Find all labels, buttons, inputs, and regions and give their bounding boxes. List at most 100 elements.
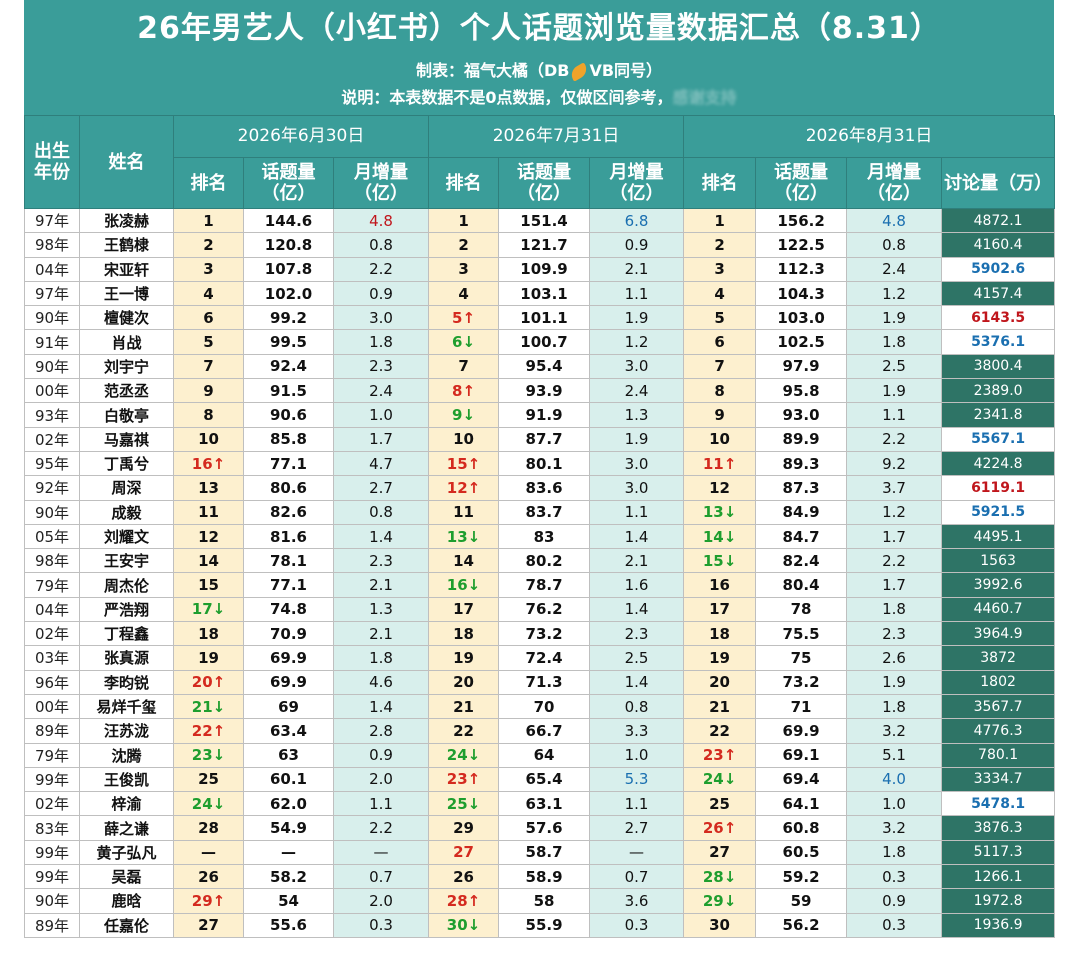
- topic-cell: 109.9: [498, 256, 591, 282]
- birth-year-cell: 02年: [24, 426, 80, 452]
- topic-cell: 55.6: [243, 912, 334, 938]
- topic-cell: 77.1: [243, 572, 334, 598]
- rank-cell: 16↓: [428, 572, 500, 598]
- rank-cell: 8↑: [428, 378, 500, 404]
- topic-cell: 58.9: [498, 864, 591, 890]
- rank-cell: 2: [173, 232, 244, 258]
- rank-cell: 14: [428, 548, 500, 574]
- increase-cell: 1.8: [846, 596, 943, 623]
- topic-cell: 78.1: [243, 548, 334, 574]
- topic-cell: 55.9: [498, 912, 591, 938]
- rank-cell: 28: [173, 815, 244, 841]
- rank-cell: 9: [683, 402, 757, 428]
- topic-cell: 69.9: [243, 645, 334, 671]
- rank-cell: 6↓: [428, 329, 500, 355]
- increase-cell: 0.7: [332, 864, 430, 890]
- increase-cell: 1.3: [589, 402, 685, 428]
- increase-cell: 1.9: [589, 305, 685, 331]
- birth-year-cell: 98年: [24, 548, 80, 574]
- topic-cell: 121.7: [498, 232, 591, 258]
- topic-cell: 91.5: [243, 378, 334, 404]
- increase-cell: 2.2: [846, 548, 943, 574]
- discussion-cell: 4460.7: [941, 596, 1056, 623]
- birth-year-cell: 89年: [24, 912, 80, 938]
- rank-cell: 24↓: [683, 766, 757, 793]
- name-cell: 王俊凯: [79, 766, 174, 793]
- rank-cell: 6: [683, 329, 757, 355]
- increase-cell: —: [589, 839, 685, 866]
- topic-cell: 71.3: [498, 669, 591, 695]
- topic-cell: 80.4: [755, 572, 848, 598]
- increase-cell: 3.3: [589, 718, 685, 744]
- table-row: 89年 汪苏泷 22↑ 63.4 2.8 22 66.7 3.3 22 69.9 3.2 4776.3: [24, 718, 1056, 744]
- increase-cell: 2.1: [332, 621, 430, 647]
- rank-cell: 26: [428, 864, 500, 890]
- topic-cell: 66.7: [498, 718, 591, 744]
- rank-cell: 3: [683, 256, 757, 282]
- discussion-cell: 1802: [941, 669, 1056, 695]
- name-cell: 梓渝: [79, 791, 174, 817]
- table-row: 03年 张真源 19 69.9 1.8 19 72.4 2.5 19 75 2.6 3872: [24, 645, 1056, 671]
- table-row: 98年 王鹤棣 2 120.8 0.8 2 121.7 0.9 2 122.5 0.8 4160.4: [24, 232, 1056, 258]
- topic-cell: 112.3: [755, 256, 848, 282]
- increase-cell: 1.7: [846, 523, 943, 550]
- increase-cell: 3.0: [589, 450, 685, 477]
- rank-cell: 22: [428, 718, 500, 744]
- discussion-cell: 3567.7: [941, 693, 1056, 720]
- rank-cell: 18: [683, 621, 757, 647]
- topic-cell: 69.9: [243, 669, 334, 695]
- topic-header: 话题量（亿）: [498, 157, 591, 209]
- name-cell: 丁程鑫: [79, 621, 174, 647]
- topic-cell: 54.9: [243, 815, 334, 841]
- topic-cell: 56.2: [755, 912, 848, 938]
- rank-cell: 6: [173, 305, 244, 331]
- rank-cell: 3: [173, 256, 244, 282]
- increase-cell: 0.8: [332, 499, 430, 525]
- increase-cell: 2.4: [589, 378, 685, 404]
- rank-cell: 21: [683, 693, 757, 720]
- rank-cell: 30: [683, 912, 757, 938]
- rank-cell: 24↓: [428, 742, 500, 768]
- rank-cell: 8: [683, 378, 757, 404]
- topic-cell: 64: [498, 742, 591, 768]
- increase-cell: 0.7: [589, 864, 685, 890]
- birth-year-cell: 79年: [24, 572, 80, 598]
- maker-prefix: 制表：福气大橘（DB: [415, 61, 570, 80]
- topic-cell: 80.2: [498, 548, 591, 574]
- rank-cell: 19: [683, 645, 757, 671]
- increase-cell: 1.2: [846, 280, 943, 307]
- topic-cell: 151.4: [498, 207, 591, 234]
- increase-cell: 1.7: [846, 572, 943, 598]
- rank-cell: 22↑: [173, 718, 244, 744]
- data-table: 出生年份 姓名 2026年6月30日 2026年7月31日 2026年8月31日…: [24, 115, 1056, 938]
- increase-cell: 1.2: [846, 499, 943, 525]
- table-row: 00年 易烊千玺 21↓ 69 1.4 21 70 0.8 21 71 1.8 3567.7: [24, 693, 1056, 720]
- discussion-cell: 2389.0: [941, 378, 1056, 404]
- birth-year-cell: 99年: [24, 839, 80, 866]
- rank-cell: 10: [173, 426, 244, 452]
- increase-cell: 4.0: [846, 766, 943, 793]
- increase-cell: 1.4: [589, 523, 685, 550]
- increase-cell: 1.0: [589, 742, 685, 768]
- birth-year-cell: 90年: [24, 499, 80, 525]
- topic-cell: 64.1: [755, 791, 848, 817]
- rank-cell: 8: [173, 402, 244, 428]
- topic-cell: 99.5: [243, 329, 334, 355]
- discussion-cell: 2341.8: [941, 402, 1056, 428]
- table-row: 97年 张凌赫 1 144.6 4.8 1 151.4 6.8 1 156.2 4.8 4872.1: [24, 207, 1056, 234]
- birth-year-cell: 02年: [24, 621, 80, 647]
- topic-cell: 122.5: [755, 232, 848, 258]
- rank-header: 排名: [683, 157, 757, 209]
- rank-cell: 1: [683, 207, 757, 234]
- birth-year-cell: 04年: [24, 596, 80, 623]
- increase-cell: 9.2: [846, 450, 943, 477]
- increase-cell: 0.3: [846, 864, 943, 890]
- topic-cell: 58.7: [498, 839, 591, 866]
- birth-year-cell: 99年: [24, 864, 80, 890]
- topic-cell: 75.5: [755, 621, 848, 647]
- topic-cell: 92.4: [243, 353, 334, 380]
- rank-cell: 15: [173, 572, 244, 598]
- rank-cell: 15↑: [428, 450, 500, 477]
- birth-year-cell: 89年: [24, 718, 80, 744]
- topic-cell: 93.9: [498, 378, 591, 404]
